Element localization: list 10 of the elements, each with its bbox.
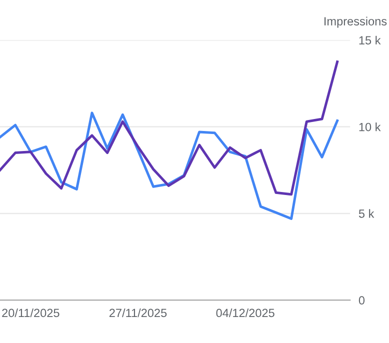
y-tick-label: 15 k [359, 36, 381, 45]
y-tick-label: 5 k [358, 209, 374, 218]
x-tick-label: 04/12/2025 [216, 308, 274, 318]
y-tick-label: 0 [358, 296, 365, 305]
line-series [0, 112, 339, 220]
x-tick-label: 20/11/2025 [2, 308, 60, 318]
line-series [0, 60, 339, 196]
x-tick-label: 27/11/2025 [109, 308, 167, 318]
y-axis-title: Impressions [324, 16, 387, 28]
y-tick-label: 10 k [359, 122, 381, 132]
